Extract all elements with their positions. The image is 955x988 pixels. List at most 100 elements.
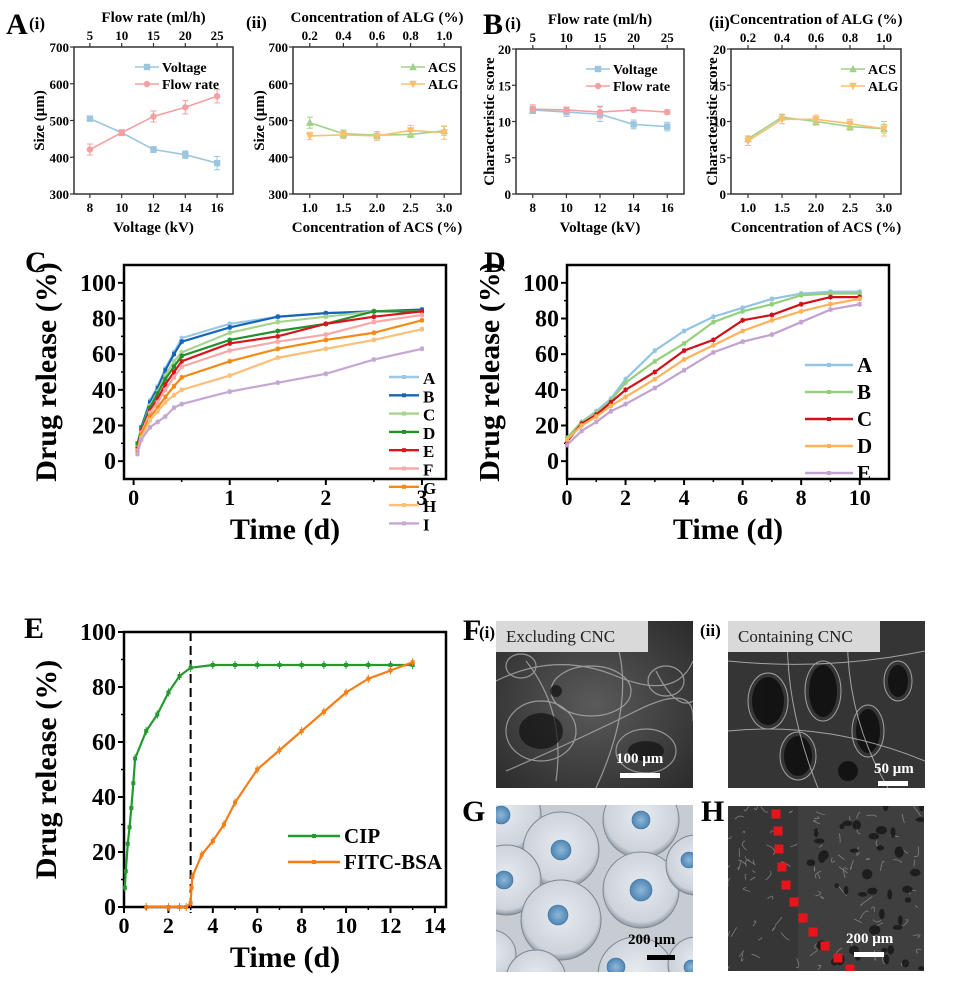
data-point bbox=[189, 885, 194, 890]
legend-label: F bbox=[423, 461, 433, 480]
data-point bbox=[147, 411, 152, 416]
legend-label: C bbox=[423, 406, 435, 425]
data-point bbox=[828, 302, 833, 307]
x-tick-label: 1.5 bbox=[774, 200, 791, 215]
data-point bbox=[652, 359, 657, 364]
legend-marker bbox=[827, 444, 831, 448]
x-tick-label: 8 bbox=[87, 200, 94, 215]
scale-bar-label: 50 μm bbox=[874, 761, 914, 777]
y-tick-label: 60 bbox=[92, 342, 116, 368]
series-d bbox=[135, 308, 424, 447]
y-tick-label: 80 bbox=[92, 675, 116, 701]
y-tick-label: 600 bbox=[269, 77, 289, 92]
data-point bbox=[163, 382, 168, 387]
legend-marker bbox=[402, 503, 406, 508]
x-tick-label: 6 bbox=[252, 913, 263, 938]
x2-tick-label: 10 bbox=[115, 28, 128, 43]
chart-c: 0 20 40 60 80 100 0 1 2 3 Time (d) Drug release (%)… bbox=[30, 262, 448, 546]
data-point bbox=[778, 116, 786, 124]
data-point bbox=[652, 370, 657, 374]
data-point bbox=[799, 309, 804, 314]
x-axis-label: Time (d) bbox=[230, 941, 340, 974]
data-point bbox=[227, 330, 232, 335]
y-tick-label: 10 bbox=[498, 115, 511, 130]
data-point bbox=[155, 396, 160, 401]
legend-marker bbox=[827, 417, 831, 421]
x2-tick-label: 1.0 bbox=[436, 28, 452, 43]
y-tick-label: 400 bbox=[50, 150, 70, 165]
data-point bbox=[740, 305, 745, 310]
data-point bbox=[131, 781, 136, 786]
data-point bbox=[275, 346, 280, 351]
legend-marker bbox=[827, 390, 831, 394]
data-point bbox=[147, 405, 152, 410]
series-fitc-bsa bbox=[144, 658, 415, 912]
x-axis-label: Voltage (kV) bbox=[560, 220, 641, 236]
legend-marker bbox=[402, 393, 406, 398]
data-point bbox=[388, 663, 393, 667]
x-tick-label: 2 bbox=[320, 485, 331, 510]
data-point bbox=[190, 874, 195, 879]
panel-label-f-ii: (ii) bbox=[700, 621, 721, 640]
x-tick-label: 2 bbox=[620, 485, 631, 510]
series-i bbox=[135, 346, 424, 457]
data-point bbox=[323, 332, 328, 337]
x-axis-label: Time (d) bbox=[673, 513, 783, 546]
data-point bbox=[812, 116, 820, 124]
boundary-dot bbox=[774, 844, 784, 854]
x2-tick-label: 1.0 bbox=[876, 30, 892, 45]
data-point bbox=[227, 348, 232, 353]
legend-label: A bbox=[423, 369, 436, 388]
data-point bbox=[579, 428, 584, 433]
image-caption: Excluding CNC bbox=[496, 621, 648, 652]
y-tick-label: 80 bbox=[535, 307, 559, 333]
panel-label-b-i: (i) bbox=[505, 14, 522, 33]
data-point bbox=[565, 443, 569, 448]
data-point bbox=[857, 302, 862, 307]
boundary-dot bbox=[773, 826, 783, 836]
data-point bbox=[711, 343, 716, 348]
legend-label: Flow rate bbox=[613, 80, 670, 95]
data-point bbox=[275, 328, 280, 333]
data-point bbox=[769, 296, 774, 301]
x-tick-label: 8 bbox=[530, 200, 537, 215]
data-point bbox=[344, 690, 349, 695]
data-point bbox=[682, 348, 687, 353]
y-tick-label: 400 bbox=[269, 150, 289, 165]
data-point bbox=[371, 314, 376, 319]
legend-label: B bbox=[423, 387, 434, 406]
legend-marker bbox=[849, 64, 857, 73]
chart-a-i: 300 400 500 600 700 8 5 10 10 12 15 14 20 16 25 Voltage… bbox=[32, 10, 234, 236]
data-point bbox=[857, 291, 862, 296]
data-point bbox=[769, 312, 774, 317]
y-tick-label: 700 bbox=[269, 40, 289, 55]
data-point bbox=[144, 729, 149, 733]
data-point bbox=[799, 320, 804, 325]
data-point bbox=[166, 690, 171, 695]
y-tick-label: 0 bbox=[104, 449, 116, 475]
series-alg bbox=[305, 124, 449, 141]
data-point bbox=[171, 370, 176, 374]
y-tick-label: 100 bbox=[80, 271, 116, 297]
data-point bbox=[275, 334, 280, 339]
data-point bbox=[419, 327, 424, 332]
data-point bbox=[323, 321, 328, 326]
boundary-dot bbox=[833, 953, 843, 963]
legend-label: Voltage bbox=[162, 61, 207, 76]
data-point bbox=[171, 359, 176, 364]
data-point bbox=[630, 121, 637, 128]
scale-bar-label: 100 μm bbox=[616, 751, 664, 767]
legend-label: ALG bbox=[428, 78, 458, 93]
x-axis-label: Time (d) bbox=[230, 513, 340, 546]
legend-label: D bbox=[857, 434, 872, 458]
x2-tick-label: 20 bbox=[179, 28, 192, 43]
data-point bbox=[652, 348, 657, 353]
data-point bbox=[171, 352, 176, 357]
x-tick-label: 1.0 bbox=[740, 200, 756, 215]
x-tick-label: 1 bbox=[224, 485, 235, 510]
data-point bbox=[179, 387, 184, 392]
legend-label: B bbox=[857, 380, 871, 404]
y-tick-label: 80 bbox=[92, 307, 116, 333]
data-point bbox=[150, 113, 157, 120]
data-point bbox=[623, 377, 628, 382]
